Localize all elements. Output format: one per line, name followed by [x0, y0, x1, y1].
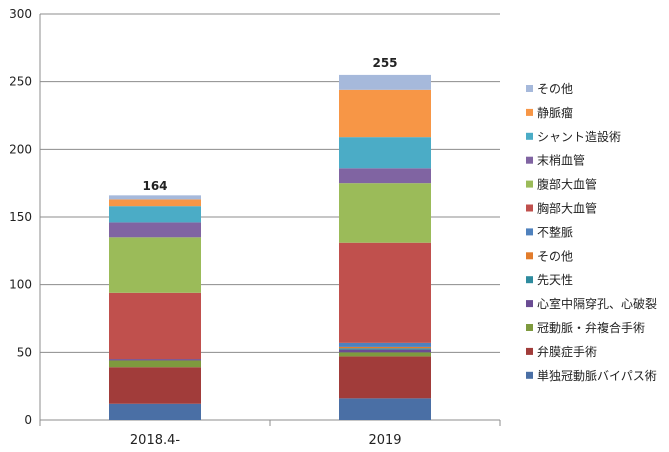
bar-segment	[339, 352, 431, 357]
bar-segment	[339, 183, 431, 243]
bar-segment	[109, 360, 201, 368]
legend-label: 静脈瘤	[537, 105, 573, 120]
bar-segment	[339, 74, 431, 90]
bar-segment	[109, 237, 201, 293]
bar-segment	[109, 206, 201, 223]
bar-segment	[339, 356, 431, 399]
legend-swatch	[526, 108, 533, 116]
legend-swatch	[526, 276, 533, 284]
y-tick-label: 300	[9, 7, 32, 21]
bar-segment	[109, 195, 201, 200]
legend-label: 胸部大血管	[537, 201, 597, 216]
legend-label: 単独冠動脈バイパス術	[537, 369, 657, 383]
legend-swatch	[526, 300, 533, 308]
legend-swatch	[526, 324, 533, 331]
legend-swatch	[526, 180, 533, 188]
legend-label: 冠動脈・弁複合手術	[537, 320, 645, 335]
bar-segment	[339, 342, 431, 347]
legend-swatch	[526, 347, 533, 355]
bar-segment	[339, 242, 431, 343]
y-tick-label: 150	[9, 210, 32, 224]
y-tick-label: 200	[9, 142, 32, 156]
legend-label: シャント造設術	[537, 129, 621, 144]
bar-segment	[109, 403, 201, 420]
y-tick-label: 0	[24, 413, 32, 427]
y-tick-label: 100	[9, 278, 32, 292]
bar-segment	[109, 359, 201, 361]
x-category-label: 2018.4-	[130, 433, 180, 448]
y-tick-label: 250	[9, 75, 32, 89]
legend-swatch	[526, 85, 533, 92]
y-tick-label: 50	[17, 345, 32, 359]
x-category-label: 2019	[368, 433, 401, 448]
bar-segment	[109, 367, 201, 404]
bar-segment	[109, 199, 201, 207]
bar-segment	[109, 292, 201, 360]
bar-segment	[339, 168, 431, 184]
legend-label: その他	[537, 82, 573, 96]
legend-swatch	[526, 204, 533, 212]
legend-label: 先天性	[537, 273, 573, 287]
bar-total-label: 255	[372, 56, 397, 70]
legend-label: 腹部大血管	[537, 177, 597, 192]
bar-segment	[339, 346, 431, 349]
bar-segment	[339, 89, 431, 138]
bar-segment	[339, 348, 431, 350]
bar-total-label: 164	[142, 179, 167, 193]
bar-segment	[339, 398, 431, 420]
legend-label: その他	[537, 249, 573, 263]
bar-segment	[109, 222, 201, 238]
legend-label: 不整脈	[537, 224, 573, 239]
legend-swatch	[526, 371, 533, 379]
legend-swatch	[526, 252, 533, 260]
legend-label: 末梢血管	[537, 153, 585, 168]
legend-swatch	[526, 156, 533, 164]
legend-swatch	[526, 228, 533, 236]
bar-segment	[339, 137, 431, 169]
legend-swatch	[526, 132, 533, 140]
legend-label: 弁膜症手術	[537, 344, 597, 359]
legend-label: 心室中隔穿孔、心破裂	[537, 296, 657, 311]
bar-segment	[339, 349, 431, 353]
